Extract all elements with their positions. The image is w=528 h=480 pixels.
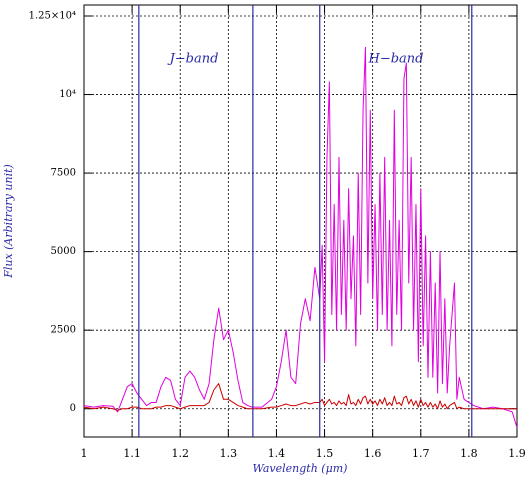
x-tick-label: 1.1 [123, 447, 141, 460]
series-line [83, 46, 518, 428]
y-tick-label: 5000 [51, 246, 76, 257]
annotation: J−band [167, 52, 219, 67]
x-tick-label: 1.8 [460, 447, 478, 460]
x-axis-label: Wavelength (μm) [253, 462, 348, 475]
y-tick-label: 10⁴ [59, 89, 76, 100]
series-line [83, 383, 517, 411]
x-tick-label: 1.4 [268, 447, 286, 460]
y-tick-label: 0 [70, 403, 76, 414]
x-tick-label: 1.6 [364, 447, 382, 460]
y-tick-label: 1.25×10⁴ [29, 10, 76, 21]
y-tick-label: 2500 [51, 325, 76, 336]
x-tick-label: 1 [81, 447, 88, 460]
x-tick-label: 1.2 [171, 447, 189, 460]
y-axis-label: Flux (Arbitrary unit) [2, 164, 15, 279]
y-tick-label: 7500 [51, 168, 76, 179]
x-tick-label: 1.3 [220, 447, 238, 460]
x-tick-label: 1.7 [412, 447, 430, 460]
x-tick-label: 1.5 [316, 447, 334, 460]
plot-frame [83, 4, 518, 438]
x-tick-label: 1.9 [508, 447, 526, 460]
annotation: H−band [368, 52, 424, 67]
